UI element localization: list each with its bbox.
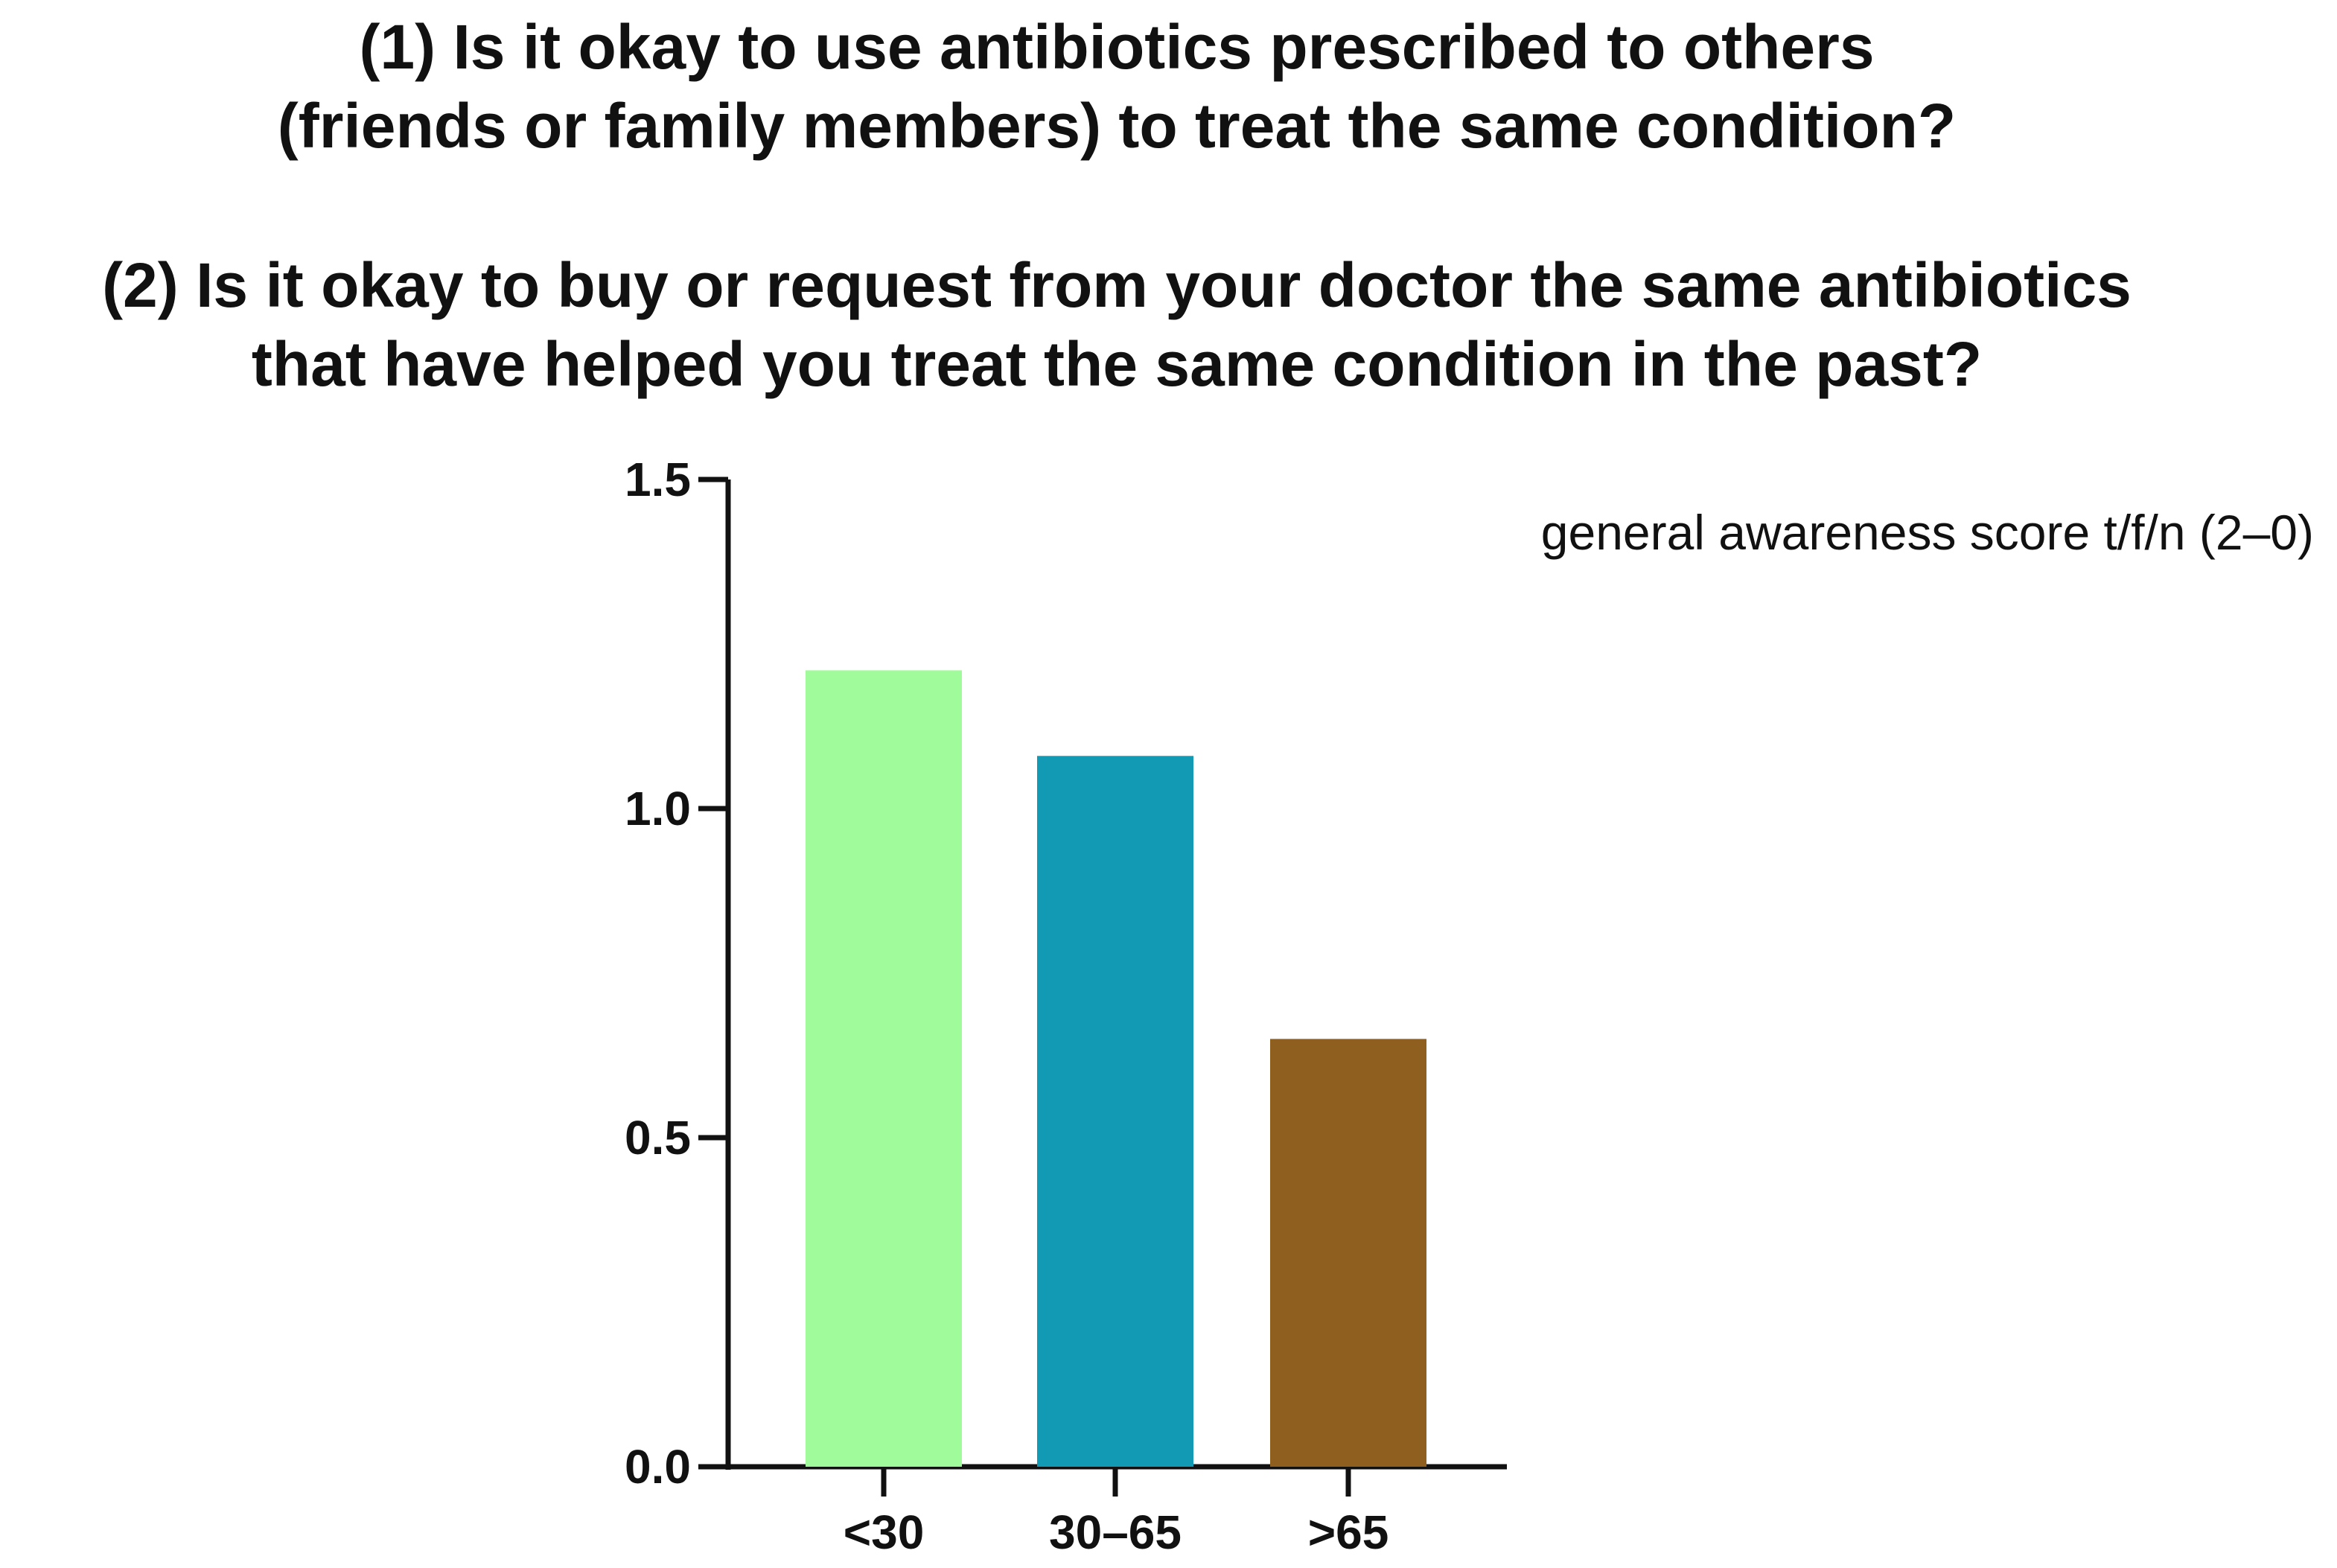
x-tick-label: <30 — [844, 1505, 925, 1559]
title-question-1-line-2: (friends or family members) to treat the… — [277, 91, 1957, 161]
chart-title-question-2: (2) Is it okay to buy or request from yo… — [0, 246, 2234, 404]
x-tick-label: >65 — [1308, 1505, 1389, 1559]
chart-title-question-1: (1) Is it okay to use antibiotics prescr… — [0, 7, 2234, 165]
y-axis-ticks: 0.0 0.5 1.0 1.5 — [625, 453, 728, 1494]
title-question-2-line-1: (2) Is it okay to buy or request from yo… — [102, 250, 2132, 320]
y-tick-label: 0.0 — [625, 1440, 691, 1494]
plot-area: 0.0 0.5 1.0 1.5 <30 30–65 >65 — [625, 453, 1507, 1559]
y-tick-label: 1.5 — [625, 453, 691, 506]
title-question-1-line-1: (1) Is it okay to use antibiotics prescr… — [359, 12, 1875, 82]
bars — [806, 670, 1426, 1467]
bar-0 — [806, 670, 962, 1467]
title-question-2-line-2: that have helped you treat the same cond… — [251, 329, 1983, 399]
y-tick-label: 1.0 — [625, 782, 691, 835]
bar-1 — [1037, 756, 1193, 1467]
series-label: general awareness score t/f/n (2–0) — [1541, 505, 2314, 560]
x-axis-ticks: <30 30–65 >65 — [844, 1467, 1389, 1559]
x-tick-label: 30–65 — [1049, 1505, 1182, 1559]
y-tick-label: 0.5 — [625, 1111, 691, 1164]
bar-2 — [1270, 1039, 1426, 1467]
